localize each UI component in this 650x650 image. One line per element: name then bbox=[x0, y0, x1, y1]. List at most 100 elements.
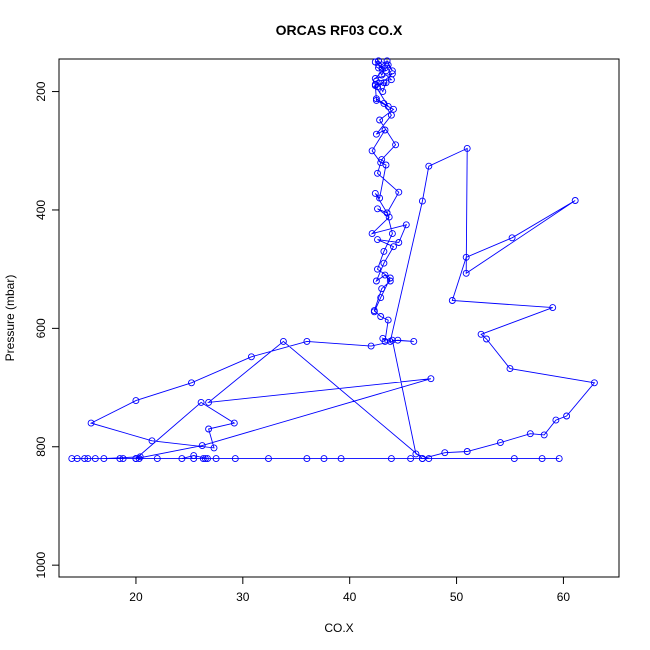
data-point bbox=[555, 455, 563, 463]
data-point bbox=[378, 71, 386, 79]
data-point bbox=[153, 455, 161, 463]
data-point bbox=[100, 455, 108, 463]
data-point bbox=[119, 455, 127, 463]
y-tick-label: 800 bbox=[34, 436, 48, 456]
data-point bbox=[395, 188, 403, 196]
y-tick-label: 1000 bbox=[34, 551, 48, 578]
data-point bbox=[68, 455, 76, 463]
data-point bbox=[370, 308, 378, 316]
data-point bbox=[387, 76, 395, 84]
data-point bbox=[483, 335, 490, 343]
series-line bbox=[71, 60, 596, 460]
data-point bbox=[390, 243, 397, 251]
data-point bbox=[178, 455, 186, 463]
data-point bbox=[230, 419, 238, 427]
data-point bbox=[462, 269, 470, 277]
data-point bbox=[198, 442, 206, 450]
data-point bbox=[91, 455, 99, 463]
x-tick-label: 50 bbox=[450, 590, 464, 604]
data-point bbox=[538, 455, 546, 463]
data-point bbox=[190, 452, 198, 460]
data-point bbox=[384, 61, 392, 69]
data-point bbox=[374, 265, 381, 273]
x-tick-label: 20 bbox=[129, 590, 143, 604]
data-point bbox=[367, 342, 375, 350]
data-point bbox=[425, 162, 433, 170]
data-point bbox=[388, 67, 396, 75]
data-point bbox=[368, 230, 376, 238]
data-point bbox=[463, 144, 471, 152]
data-point bbox=[380, 247, 388, 255]
data-point bbox=[265, 455, 272, 463]
y-tick-label: 600 bbox=[34, 318, 48, 338]
data-point bbox=[402, 221, 410, 229]
data-point bbox=[386, 274, 394, 282]
data-point bbox=[383, 57, 391, 65]
data-point bbox=[374, 169, 381, 177]
data-point bbox=[381, 337, 389, 345]
data-point bbox=[549, 304, 557, 312]
data-point bbox=[540, 431, 548, 439]
data-point bbox=[390, 105, 397, 113]
data-point bbox=[205, 398, 213, 406]
data-point bbox=[116, 455, 124, 463]
data-point bbox=[372, 277, 380, 285]
data-point bbox=[381, 271, 389, 279]
data-point bbox=[388, 230, 396, 238]
data-point bbox=[279, 337, 287, 345]
data-point bbox=[337, 455, 345, 463]
data-point bbox=[395, 239, 403, 246]
data-point bbox=[418, 455, 426, 463]
data-point bbox=[448, 297, 456, 304]
data-point bbox=[394, 336, 402, 344]
data-point bbox=[506, 365, 514, 373]
y-tick-label: 200 bbox=[34, 81, 48, 101]
x-tick-label: 40 bbox=[343, 590, 357, 604]
data-point bbox=[136, 453, 144, 461]
data-point bbox=[384, 102, 392, 110]
data-point bbox=[463, 448, 471, 455]
data-point bbox=[212, 455, 220, 463]
data-point bbox=[386, 277, 394, 285]
x-tick-label: 60 bbox=[557, 590, 571, 604]
data-point bbox=[477, 330, 485, 338]
data-point bbox=[441, 449, 449, 457]
x-axis: 20 30 40 50 60 bbox=[129, 577, 570, 604]
series-layer bbox=[68, 57, 598, 463]
data-point bbox=[132, 455, 140, 463]
data-point bbox=[378, 285, 386, 293]
data-point bbox=[204, 455, 211, 463]
x-axis-label: CO.X bbox=[324, 621, 353, 635]
data-point bbox=[383, 209, 391, 217]
data-point bbox=[371, 81, 379, 88]
data-point bbox=[81, 455, 89, 463]
data-point bbox=[387, 111, 395, 119]
data-point bbox=[372, 77, 380, 85]
data-point bbox=[368, 147, 376, 155]
y-axis-label: Pressure (mbar) bbox=[3, 275, 17, 362]
data-point bbox=[205, 425, 213, 433]
data-point bbox=[462, 253, 470, 261]
data-point bbox=[380, 79, 388, 87]
data-point bbox=[320, 455, 328, 463]
data-point bbox=[303, 337, 311, 345]
data-point bbox=[371, 58, 379, 66]
chart-title: ORCAS RF03 CO.X bbox=[276, 22, 403, 38]
data-point bbox=[375, 64, 382, 72]
data-point bbox=[508, 234, 516, 242]
data-point bbox=[427, 375, 435, 383]
data-point bbox=[199, 455, 207, 463]
data-point bbox=[372, 96, 380, 104]
data-point bbox=[526, 430, 534, 438]
plot-frame bbox=[58, 58, 620, 578]
data-point bbox=[590, 379, 598, 387]
data-point bbox=[303, 455, 311, 463]
data-point bbox=[247, 353, 255, 361]
data-point bbox=[377, 294, 385, 302]
data-point bbox=[382, 79, 390, 87]
data-point bbox=[384, 316, 392, 324]
data-point bbox=[73, 455, 81, 463]
data-point bbox=[412, 450, 420, 458]
data-point bbox=[418, 197, 426, 205]
data-point bbox=[385, 213, 393, 221]
